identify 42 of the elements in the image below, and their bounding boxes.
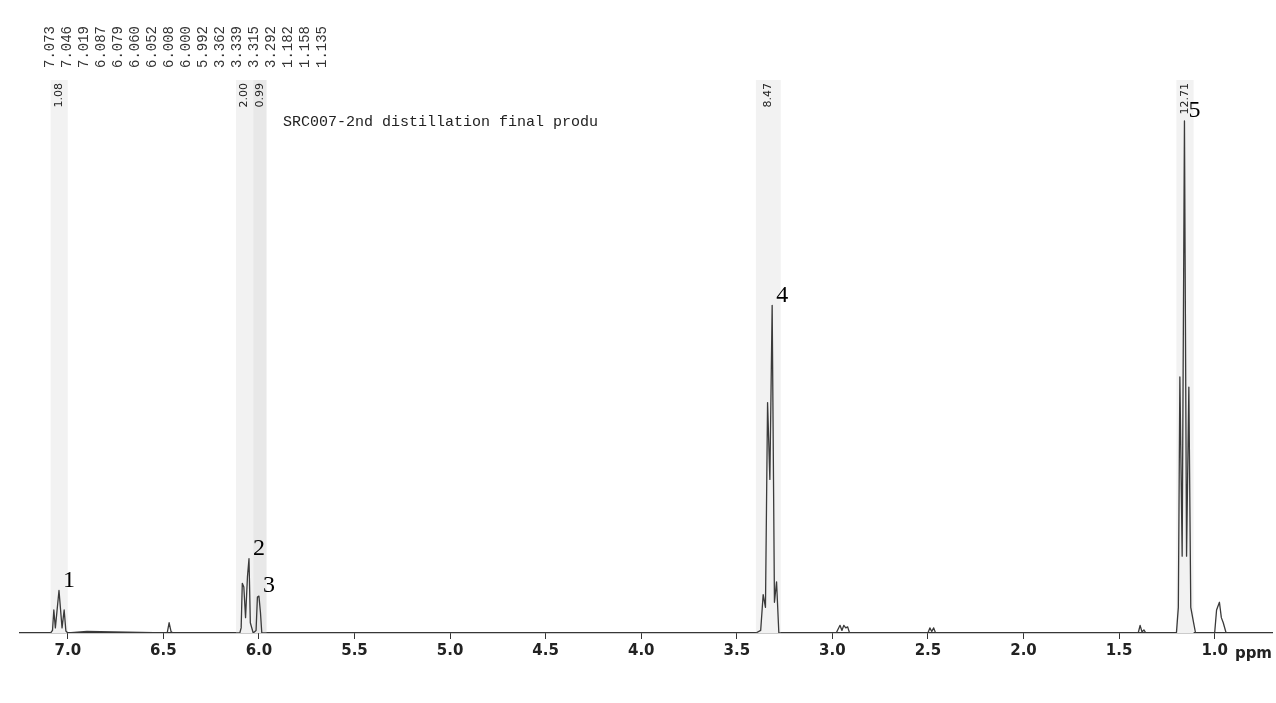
text: 3.315 <box>245 25 262 68</box>
x-tick-label: 2.5 <box>914 640 942 659</box>
chart-title: SRC007-2nd distillation final produ <box>282 113 598 131</box>
text: 6.008 <box>160 25 177 68</box>
text: 7.073 <box>41 25 58 68</box>
text: 6.079 <box>109 25 126 68</box>
band-label: 12.71 <box>1177 83 1191 115</box>
text: 1.135 <box>313 25 330 68</box>
text: 7.046 <box>58 25 75 68</box>
x-tick-label: 7.0 <box>54 640 82 659</box>
band-label: 1.08 <box>52 83 66 108</box>
annotation: 1 <box>62 565 75 592</box>
annotation: 4 <box>776 280 789 307</box>
text: 6.052 <box>143 25 160 68</box>
annotation: 3 <box>262 571 275 598</box>
band-label: 8.47 <box>761 83 775 108</box>
text: 3.339 <box>228 25 245 68</box>
x-tick-label: 6.5 <box>150 640 177 659</box>
text: 6.000 <box>177 25 194 68</box>
text: 6.060 <box>126 25 143 68</box>
x-tick-label: 3.5 <box>723 640 751 659</box>
x-tick-label: 3.0 <box>819 640 846 659</box>
x-tick-label: 6.0 <box>245 640 273 659</box>
text: 3.362 <box>211 25 228 68</box>
x-tick-label: 4.0 <box>627 640 655 659</box>
x-tick-label: 5.0 <box>436 640 464 659</box>
band-label: 0.99 <box>252 83 266 108</box>
band-label: 2.00 <box>237 83 251 108</box>
text: 5.992 <box>194 25 211 68</box>
annotation: 2 <box>252 534 265 561</box>
text: 1.182 <box>279 25 296 68</box>
x-tick-label: 5.5 <box>341 640 368 659</box>
x-tick-label: 1.0 <box>1201 640 1228 659</box>
text: 6.087 <box>92 25 109 68</box>
text: 7.019 <box>75 25 92 68</box>
x-axis-title: ppm <box>1234 644 1272 663</box>
text: 1.158 <box>296 25 313 68</box>
x-tick-label: 4.5 <box>532 640 559 659</box>
text: 3.292 <box>262 25 279 68</box>
x-tick-label: 2.0 <box>1010 640 1037 659</box>
annotation: 5 <box>1188 96 1201 123</box>
x-tick-label: 1.5 <box>1105 640 1133 659</box>
